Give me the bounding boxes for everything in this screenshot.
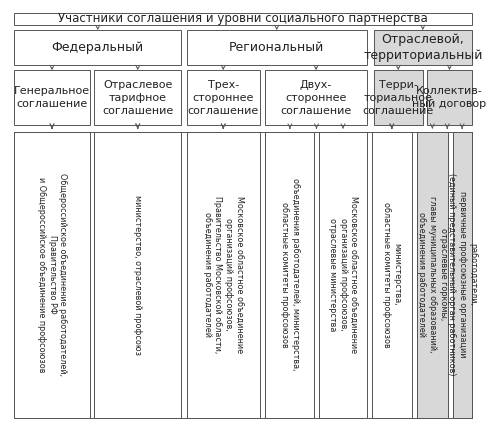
FancyBboxPatch shape [372,132,412,417]
FancyBboxPatch shape [452,132,471,417]
FancyBboxPatch shape [15,30,181,65]
FancyBboxPatch shape [319,132,367,417]
Text: Общероссийское объединение работодателей,
Правительство РФ
и Общероссийское объе: Общероссийское объединение работодателей… [37,173,67,376]
FancyBboxPatch shape [187,30,367,65]
FancyBboxPatch shape [265,132,314,417]
Text: Отраслевое
тарифное
соглашение: Отраслевое тарифное соглашение [102,80,174,115]
FancyBboxPatch shape [374,30,471,65]
Text: Региональный: Региональный [229,41,325,54]
FancyBboxPatch shape [94,132,181,417]
FancyBboxPatch shape [15,132,89,417]
Text: министерства,
областные комитеты профсоюзов: министерства, областные комитеты профсою… [382,201,402,348]
FancyBboxPatch shape [417,132,448,417]
Text: Участники соглашения и уровни социального партнерства: Участники соглашения и уровни социальног… [58,12,428,26]
FancyBboxPatch shape [374,70,422,125]
FancyBboxPatch shape [94,70,181,125]
FancyBboxPatch shape [15,70,89,125]
Text: Терри-
ториальное
соглашение: Терри- ториальное соглашение [363,80,434,115]
Text: работодатели,
первичные профсоюзные организации
(единый представительный орган р: работодатели, первичные профсоюзные орга… [447,173,477,376]
Text: объединения работодателей, министерства,
областные комитеты профсоюзов: объединения работодателей, министерства,… [280,178,300,371]
FancyBboxPatch shape [187,132,260,417]
Text: Генеральное
соглашение: Генеральное соглашение [14,86,90,109]
FancyBboxPatch shape [15,13,471,25]
Text: Московское областное объединение
организаций профсоюзов,
Правительство Московско: Московское областное объединение организ… [203,196,244,353]
Text: Коллектив-
ный договор: Коллектив- ный договор [413,86,486,109]
Text: министерство, отраслевой профсоюз: министерство, отраслевой профсоюз [133,195,142,354]
Text: Федеральный: Федеральный [52,41,144,54]
Text: Отраслевой,
территориальный: Отраслевой, территориальный [363,33,483,62]
FancyBboxPatch shape [265,70,367,125]
Text: Трех-
стороннее
соглашение: Трех- стороннее соглашение [188,80,259,115]
FancyBboxPatch shape [427,70,471,125]
Text: Московское областное объединение
организаций профсоюзов,
отраслевые министерства: Московское областное объединение организ… [328,196,358,353]
Text: Двух-
стороннее
соглашение: Двух- стороннее соглашение [280,80,352,115]
FancyBboxPatch shape [187,70,260,125]
Text: отраслевые горкомы,
главы муниципальных образований,
объединения работодателей: отраслевые горкомы, главы муниципальных … [417,196,448,353]
